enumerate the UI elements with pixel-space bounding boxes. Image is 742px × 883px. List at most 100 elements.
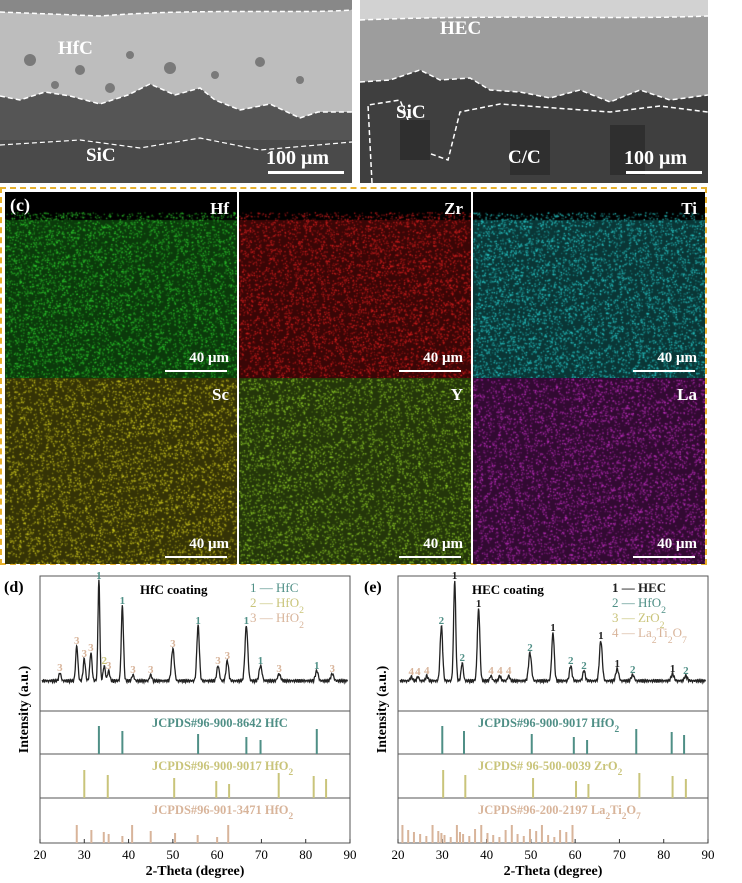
- plot-frame: [397, 575, 709, 712]
- element-label: Y: [450, 385, 463, 404]
- x-tick-label: 70: [255, 847, 268, 862]
- panel-label: (d): [4, 579, 24, 596]
- peak-tag: 1: [258, 655, 264, 667]
- label-sic: SiC: [396, 102, 426, 123]
- scale-bar: [399, 370, 461, 372]
- peak-tag: 3: [170, 638, 176, 650]
- peak-tag: 3: [57, 662, 63, 674]
- element-label: Sc: [212, 385, 229, 404]
- element-label: La: [677, 385, 697, 404]
- eds-map-y: Y 40 μm: [239, 378, 471, 564]
- peak-tag: 3: [330, 663, 336, 675]
- x-tick-label: 40: [122, 847, 135, 862]
- x-tick-label: 90: [344, 847, 357, 862]
- panel-label-c: (c): [10, 195, 30, 215]
- element-label: Zr: [444, 199, 463, 218]
- element-label: Ti: [681, 199, 697, 218]
- eds-noise-texture: [239, 192, 471, 378]
- sem-hfc-texture: [0, 0, 352, 183]
- peak-tag: 1: [614, 658, 620, 670]
- scale-label: 100 μm: [624, 147, 687, 169]
- x-tick-label: 20: [392, 847, 405, 862]
- peak-tag: 3: [74, 635, 80, 647]
- plot-frame: [39, 797, 351, 844]
- xrd-chart-hfc: 20 30 40 50 60 70 80 90 2-Theta (degree) Intensit…: [4, 570, 357, 879]
- peak-tag: 2: [459, 652, 465, 664]
- y-axis-label: Intensity (a.u.): [17, 665, 32, 753]
- element-label: Hf: [210, 199, 229, 218]
- x-tick-label: 30: [436, 847, 449, 862]
- scale-bar: [165, 556, 227, 558]
- scale-bar: [399, 556, 461, 558]
- peak-tag: 1: [120, 595, 126, 607]
- label-hfc: HfC: [58, 38, 93, 59]
- eds-noise-texture: [473, 192, 705, 378]
- peak-tag: 3: [106, 660, 112, 672]
- x-tick-label: 80: [657, 847, 670, 862]
- eds-map-zr: Zr 40 μm: [239, 192, 471, 378]
- x-tick-label: 50: [524, 847, 537, 862]
- peak-tag: 1: [452, 570, 458, 582]
- peak-tag: 4: [409, 666, 415, 678]
- peak-tag: 4: [506, 665, 512, 677]
- reference-label: JCPDS#96-900-8642 HfC: [152, 716, 288, 730]
- legend-item: 3 — ZrO2: [612, 610, 665, 631]
- peak-tag: 2: [101, 655, 107, 667]
- scale-label: 40 μm: [657, 536, 697, 552]
- label-hec: HEC: [440, 18, 482, 39]
- eds-map-frame: (c) Hf 40 μm Zr 40 μm Ti 40 μm Sc 40 μm Y 40 μm La…: [0, 187, 707, 565]
- peak-tag: 2: [630, 664, 636, 676]
- peak-tag: 4: [415, 666, 421, 678]
- peak-tag: 3: [225, 650, 231, 662]
- panel-label: (e): [364, 579, 382, 596]
- peak-tag: 1: [670, 663, 676, 675]
- reference-label: JCPDS#96-900-9017 HfO2: [152, 759, 293, 778]
- peak-tag: 4: [488, 665, 494, 677]
- peak-tag: 2: [581, 660, 587, 672]
- x-axis-label: 2-Theta (degree): [146, 864, 245, 879]
- peak-tag: 1: [314, 660, 320, 672]
- scale-label: 40 μm: [423, 350, 463, 366]
- x-tick-label: 40: [480, 847, 493, 862]
- coating-label: HEC coating: [472, 582, 544, 597]
- sem-image-hec: HEC SiC C/C 100 μm: [360, 0, 708, 183]
- scale-bar: [633, 556, 695, 558]
- eds-map-la: La 40 μm: [473, 378, 705, 564]
- peak-tag: 1: [476, 598, 482, 610]
- scale-label: 40 μm: [657, 350, 697, 366]
- y-axis-label: Intensity (a.u.): [375, 665, 390, 753]
- x-tick-label: 30: [78, 847, 91, 862]
- peak-tag: 1: [550, 622, 556, 634]
- peak-tag: 3: [276, 663, 282, 675]
- eds-noise-texture: [5, 378, 237, 564]
- reference-label: JCPDS#96-901-3471 HfO2: [152, 803, 293, 822]
- legend-item: 2 — HfO2: [250, 595, 304, 616]
- peak-tag: 1: [244, 615, 250, 627]
- x-tick-label: 90: [702, 847, 715, 862]
- peak-tag: 3: [82, 648, 88, 660]
- xrd-pattern-line: [399, 580, 707, 685]
- coating-label: HfC coating: [140, 582, 208, 597]
- label-sic: SiC: [86, 145, 116, 166]
- scale-label: 100 μm: [266, 147, 329, 169]
- eds-map-sc: Sc 40 μm: [5, 378, 237, 564]
- scale-bar: [165, 370, 227, 372]
- x-tick-label: 60: [569, 847, 582, 862]
- eds-noise-texture: [239, 378, 471, 564]
- reference-label: JCPDS#96-200-2197 La2Ti2O7: [478, 803, 641, 822]
- eds-map-hf: Hf 40 μm: [5, 192, 237, 378]
- plot-frame: [397, 797, 709, 844]
- scale-bar: [633, 370, 695, 372]
- peak-tag: 1: [598, 630, 604, 642]
- reference-label: JCPDS# 96-500-0039 ZrO2: [478, 759, 623, 778]
- eds-noise-texture: [473, 378, 705, 564]
- legend-item: 3 — HfO2: [250, 610, 304, 631]
- sem-image-hfc: HfC SiC 100 μm: [0, 0, 352, 183]
- scale-label: 40 μm: [189, 536, 229, 552]
- x-tick-label: 50: [166, 847, 179, 862]
- peak-tag: 2: [683, 665, 689, 677]
- peak-tag: 3: [130, 664, 136, 676]
- x-axis-label: 2-Theta (degree): [504, 864, 603, 879]
- scale-label: 40 μm: [189, 350, 229, 366]
- peak-tag: 3: [88, 642, 94, 654]
